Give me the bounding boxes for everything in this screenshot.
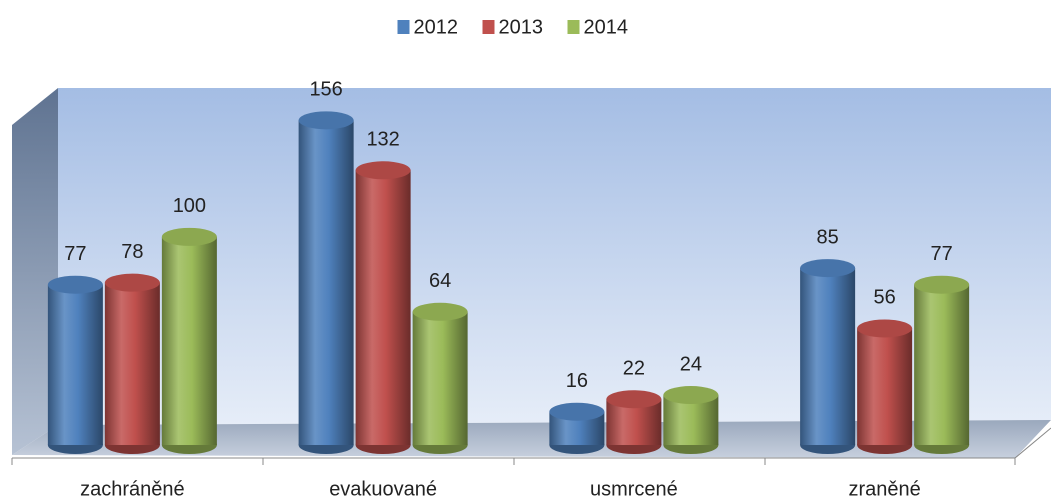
data-label: 77 <box>64 243 86 265</box>
x-axis <box>11 427 1051 465</box>
data-label: 56 <box>874 287 896 309</box>
bar <box>104 282 160 445</box>
cylinder-top <box>412 302 468 321</box>
data-label: 24 <box>680 353 702 375</box>
bar <box>298 120 354 445</box>
legend-label: 2014 <box>584 16 629 38</box>
axis-line <box>1014 427 1051 459</box>
side-wall <box>12 88 58 455</box>
cylinder-top <box>161 227 217 246</box>
bar <box>857 328 913 445</box>
floor <box>12 420 1051 458</box>
x-tick-label: evakuované <box>329 478 437 500</box>
bar <box>412 311 468 445</box>
x-tick-label: zachráněné <box>80 478 185 500</box>
x-tick-label: zraněné <box>848 478 920 500</box>
legend-swatch <box>397 20 410 34</box>
cylinder-top <box>549 402 605 421</box>
data-label: 77 <box>931 243 953 265</box>
bar <box>355 170 411 445</box>
bar <box>161 236 217 445</box>
data-label: 16 <box>566 370 588 392</box>
cylinder-top <box>355 161 411 180</box>
data-label: 156 <box>309 79 342 101</box>
legend-swatch <box>567 20 580 34</box>
bar <box>914 284 970 445</box>
cylinder-top <box>663 386 719 405</box>
bar <box>800 268 856 445</box>
cylinder-top <box>800 259 856 278</box>
cylinder-top <box>298 111 354 130</box>
legend-swatch <box>482 20 495 34</box>
x-tick-label: usmrcené <box>590 478 678 500</box>
legend-label: 2012 <box>414 16 459 38</box>
cylinder-top <box>914 275 970 294</box>
data-label: 22 <box>623 357 645 379</box>
data-label: 85 <box>817 226 839 248</box>
bar <box>47 284 103 445</box>
data-label: 100 <box>173 195 206 217</box>
cylinder-top <box>857 319 913 338</box>
data-label: 64 <box>429 270 451 292</box>
data-label: 78 <box>121 241 143 263</box>
cylinder-top <box>104 273 160 292</box>
legend-label: 2013 <box>499 16 544 38</box>
data-label: 132 <box>366 129 399 151</box>
cylinder-top <box>47 275 103 294</box>
cylinder-top <box>606 390 662 409</box>
